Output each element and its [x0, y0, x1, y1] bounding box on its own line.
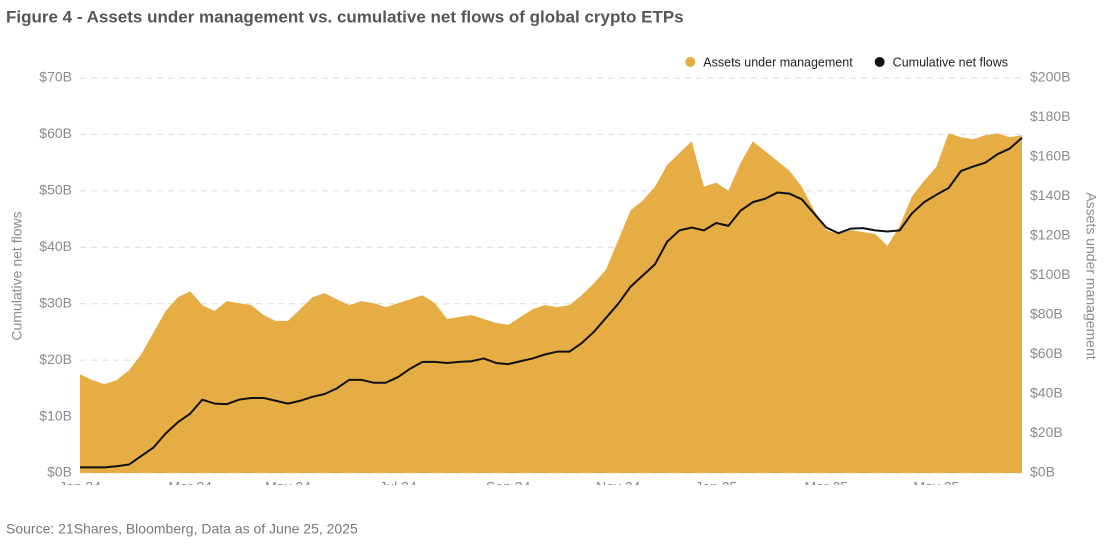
y-tick-label: $20B — [39, 351, 72, 367]
y-tick-label: $10B — [39, 407, 72, 423]
x-tick-label: May 24 — [265, 479, 311, 495]
y2-tick-label: $100B — [1030, 266, 1070, 282]
legend-swatch — [874, 57, 885, 67]
x-axis: Jan 24 Mar 24 May 24 Jul 24 Sep 24 Nov 24 Jan … — [59, 479, 960, 495]
x-tick-label: Mar 24 — [168, 479, 212, 495]
x-tick-label: Jul 24 — [379, 479, 417, 495]
x-tick-label: Nov 24 — [596, 479, 641, 495]
y2-tick-label: $200B — [1030, 69, 1070, 85]
y-tick-label: $40B — [39, 238, 72, 254]
y-axis-title: Cumulative net flows — [9, 211, 25, 340]
x-tick-label: Jan 25 — [695, 479, 737, 495]
x-tick-label: Sep 24 — [486, 479, 531, 495]
y2-tick-label: $80B — [1030, 306, 1063, 322]
x-tick-label: Jan 24 — [59, 479, 101, 495]
y2-tick-label: $20B — [1030, 424, 1063, 440]
y2-tick-label: $0B — [1030, 464, 1055, 480]
x-tick-label: Mar 25 — [804, 479, 848, 495]
chart-title: Figure 4 - Assets under management vs. c… — [6, 7, 684, 26]
area — [80, 133, 1022, 474]
y2-tick-label: $160B — [1030, 148, 1070, 164]
y2-tick-label: $140B — [1030, 187, 1070, 203]
y2-tick-label: $40B — [1030, 385, 1063, 401]
legend-label: Cumulative net flows — [893, 55, 1008, 69]
legend-label: Assets under management — [703, 55, 853, 69]
y2-axis-title: Assets under management — [1083, 192, 1099, 359]
y-tick-label: $70B — [39, 69, 72, 85]
x-tick-label: May 25 — [913, 479, 959, 495]
y-tick-label: $50B — [39, 182, 72, 198]
y2-tick-label: $120B — [1030, 227, 1070, 243]
y-tick-label: $30B — [39, 294, 72, 310]
y2-tick-label: $180B — [1030, 108, 1070, 124]
line — [80, 137, 1023, 469]
y-tick-label: $60B — [39, 125, 72, 141]
y-tick-label: $0B — [47, 464, 72, 480]
y2-tick-label: $60B — [1030, 345, 1063, 361]
source: Source: 21Shares, Bloomberg, Data as of … — [6, 521, 358, 537]
legend-swatch — [685, 57, 696, 67]
